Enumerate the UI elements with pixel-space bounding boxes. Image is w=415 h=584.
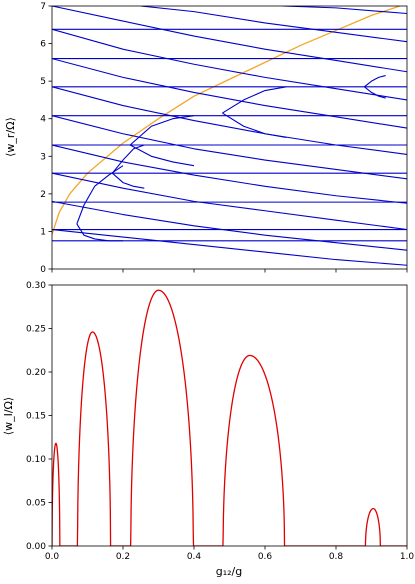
bottom-y-tick-label: 0.00 xyxy=(26,542,46,552)
band-line-17 xyxy=(52,28,407,101)
sqrt-curve-line xyxy=(52,6,401,235)
top-y-tick-label: 1 xyxy=(40,227,46,237)
bottom-y-tick-label: 0.30 xyxy=(26,281,46,291)
band-line-12 xyxy=(52,172,407,231)
bottom-x-axis: 0.0 0.2 0.4 0.6 0.8 1.0 xyxy=(45,546,415,562)
band-line-25 xyxy=(129,115,195,146)
top-y-axis-label: ⟨w_r/Ω⟩ xyxy=(4,117,17,157)
band-line-11 xyxy=(52,200,407,251)
bottom-x-tick-label: 0.4 xyxy=(187,552,202,562)
band-line-15 xyxy=(52,86,407,155)
bottom-chart-panel: 0.000.050.100.150.200.250.30 0.0 0.2 0.4 0.… xyxy=(2,281,414,578)
band-line-20 xyxy=(282,6,407,15)
bottom-y-axis: 0.00 0.05 0.10 0.15 0.20 0.25 0.30 xyxy=(26,281,52,552)
bottom-y-tick-label: 0.25 xyxy=(26,325,46,335)
bottom-plot-area xyxy=(52,289,407,546)
band-line-13 xyxy=(52,144,407,204)
top-axes-frame xyxy=(51,5,408,270)
bottom-x-tick-label: 1.0 xyxy=(400,552,415,562)
bottom-axes-frame xyxy=(51,284,408,547)
bottom-y-tick-label: 0.10 xyxy=(26,455,46,465)
bottom-y-tick-label: 0.20 xyxy=(26,368,46,378)
top-chart-panel: 0 1 2 3 4 5 6 7 ⟨w_r/Ω⟩ xyxy=(4,2,408,275)
band-line-21 xyxy=(76,165,124,225)
band-line-16 xyxy=(52,58,407,129)
band-line-19 xyxy=(140,6,407,43)
band-line-26 xyxy=(129,144,195,167)
top-y-tick-label: 5 xyxy=(40,77,46,87)
bottom-x-tick-label: 0.0 xyxy=(45,552,60,562)
top-y-tick-label: 3 xyxy=(40,152,46,162)
top-y-tick-label: 7 xyxy=(40,2,46,12)
band-line-28 xyxy=(222,112,287,139)
band-line-14 xyxy=(52,115,407,180)
top-y-tick-label: 4 xyxy=(40,115,46,125)
bottom-x-axis-label: g₁₂/g xyxy=(216,565,243,578)
band-line-23 xyxy=(111,144,145,174)
bottom-y-axis-label: ⟨w_I/Ω⟩ xyxy=(2,397,15,435)
bottom-x-tick-label: 0.2 xyxy=(116,552,130,562)
top-y-tick-label: 6 xyxy=(40,40,46,50)
band-line-10 xyxy=(52,229,407,266)
bottom-x-tick-label: 0.8 xyxy=(329,552,344,562)
bottom-y-tick-label: 0.05 xyxy=(26,499,46,509)
top-y-tick-label: 0 xyxy=(40,265,46,275)
band-line-24 xyxy=(111,172,145,189)
band-line-30 xyxy=(364,86,386,99)
top-y-axis: 0 1 2 3 4 5 6 7 xyxy=(40,2,52,275)
band-line-22 xyxy=(76,223,123,242)
imaginary-part-line xyxy=(52,289,407,546)
band-line-29 xyxy=(364,74,386,88)
top-x-axis xyxy=(51,269,408,273)
top-plot-area xyxy=(52,6,407,266)
band-line-18 xyxy=(52,6,407,73)
top-y-tick-label: 2 xyxy=(40,190,46,200)
bottom-x-tick-label: 0.6 xyxy=(258,552,273,562)
band-line-27 xyxy=(222,86,287,114)
bottom-y-tick-label: 0.15 xyxy=(26,412,46,422)
